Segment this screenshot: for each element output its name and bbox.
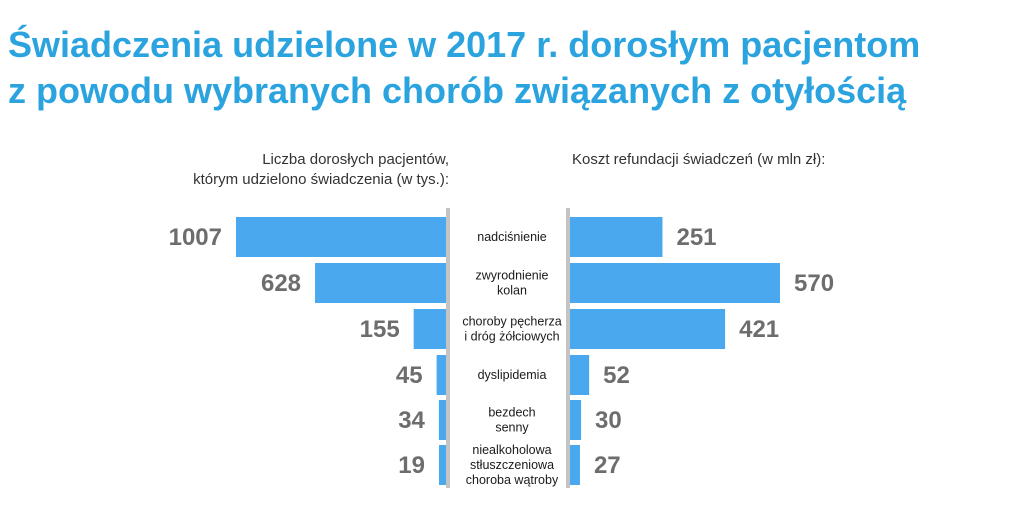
category-label: bezdech bbox=[488, 406, 535, 420]
left-bar bbox=[439, 445, 446, 485]
category-label: kolan bbox=[497, 284, 527, 298]
right-bar bbox=[570, 355, 590, 395]
left-value-label: 628 bbox=[261, 270, 301, 297]
right-bar bbox=[570, 217, 663, 257]
right-series-header: Koszt refundacji świadczeń (w mln zł): bbox=[572, 150, 825, 170]
left-bar bbox=[438, 400, 446, 440]
right-value-label: 27 bbox=[594, 452, 621, 479]
category-label: dyslipidemia bbox=[478, 368, 547, 382]
left-bar bbox=[413, 309, 446, 349]
right-value-label: 30 bbox=[595, 407, 622, 434]
category-label: senny bbox=[495, 421, 529, 435]
left-value-label: 1007 bbox=[169, 224, 222, 251]
chart-title: Świadczenia udzielone w 2017 r. dorosłym… bbox=[8, 22, 920, 114]
left-header-line-1: Liczba dorosłych pacjentów, bbox=[262, 151, 449, 168]
chart-title-line-1: Świadczenia udzielone w 2017 r. dorosłym… bbox=[8, 24, 921, 65]
category-label: niealkoholowa bbox=[472, 443, 551, 457]
category-label: choroba wątroby bbox=[466, 473, 559, 487]
right-value-label: 421 bbox=[739, 316, 779, 343]
right-value-label: 570 bbox=[794, 270, 834, 297]
category-label: i dróg żółciowych bbox=[464, 330, 559, 344]
left-series-header: Liczba dorosłych pacjentów, którym udzie… bbox=[193, 150, 449, 190]
left-value-label: 34 bbox=[398, 407, 425, 434]
chart-title-line-2: z powodu wybranych chorób związanych z o… bbox=[8, 70, 907, 111]
left-header-line-2: którym udzielono świadczenia (w tys.): bbox=[193, 171, 449, 188]
left-axis-divider bbox=[446, 208, 450, 488]
left-value-label: 155 bbox=[360, 316, 400, 343]
right-value-label: 251 bbox=[676, 224, 716, 251]
left-value-label: 45 bbox=[396, 362, 423, 389]
left-bar bbox=[436, 355, 446, 395]
right-bar bbox=[570, 400, 582, 440]
right-axis-divider bbox=[566, 208, 570, 488]
right-bar bbox=[570, 263, 780, 303]
left-bar bbox=[236, 217, 446, 257]
category-label: nadciśnienie bbox=[477, 230, 547, 244]
right-bar bbox=[570, 445, 580, 485]
right-header-line-1: Koszt refundacji świadczeń (w mln zł): bbox=[572, 151, 826, 168]
right-value-label: 52 bbox=[603, 362, 630, 389]
category-label: stłuszczeniowa bbox=[470, 458, 554, 472]
left-value-label: 19 bbox=[398, 452, 425, 479]
left-bar bbox=[315, 263, 446, 303]
category-label: zwyrodnienie bbox=[476, 269, 549, 283]
category-label: choroby pęcherza bbox=[462, 315, 561, 329]
right-bar bbox=[570, 309, 726, 349]
